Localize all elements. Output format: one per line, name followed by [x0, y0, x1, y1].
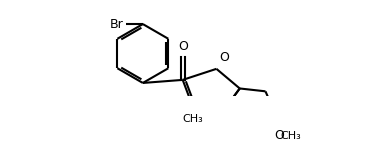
Text: CH₃: CH₃ — [182, 114, 203, 124]
Text: O: O — [274, 129, 284, 142]
Text: Br: Br — [110, 18, 124, 31]
Text: O: O — [178, 40, 188, 53]
Text: CH₃: CH₃ — [280, 131, 301, 141]
Text: O: O — [220, 51, 229, 64]
